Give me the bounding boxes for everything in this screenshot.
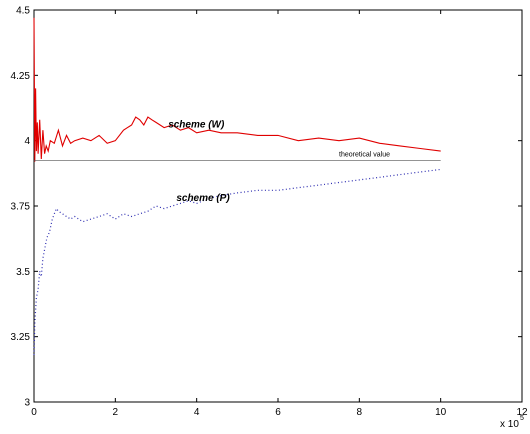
y-tick-label: 3: [24, 398, 30, 409]
y-axis: 3 3.25 3.5 3.75 4 4.25 4.5: [11, 6, 522, 409]
x-tick-label: 10: [435, 407, 447, 418]
x-multiplier-exponent: 5: [520, 415, 524, 422]
x-tick-label: 0: [31, 407, 37, 418]
y-tick-label: 4.5: [16, 6, 30, 17]
x-tick-label: 2: [113, 407, 119, 418]
series-line-scheme-w-: [33, 17, 441, 162]
x-axis: 0 2 4 6 8 10 12: [31, 10, 528, 418]
plot-area: [33, 9, 523, 403]
y-tick-label: 3.5: [16, 267, 30, 278]
x-tick-label: 12: [516, 407, 528, 418]
annotations: scheme (W) scheme (P) theoretical value: [168, 120, 390, 204]
y-tick-label: 3.25: [11, 332, 31, 343]
y-tick-label: 4: [24, 136, 30, 147]
x-tick-label: 8: [357, 407, 363, 418]
annotation-label: scheme (P): [176, 193, 230, 204]
series-layer: [33, 17, 441, 356]
annotation-label: theoretical value: [339, 151, 390, 158]
annotation-label: scheme (W): [168, 120, 225, 131]
x-tick-label: 4: [194, 407, 200, 418]
y-tick-label: 4.25: [11, 71, 31, 82]
y-tick-label: 3.75: [11, 202, 31, 213]
x-tick-label: 6: [275, 407, 281, 418]
x-multiplier-base: x 10: [500, 419, 519, 430]
